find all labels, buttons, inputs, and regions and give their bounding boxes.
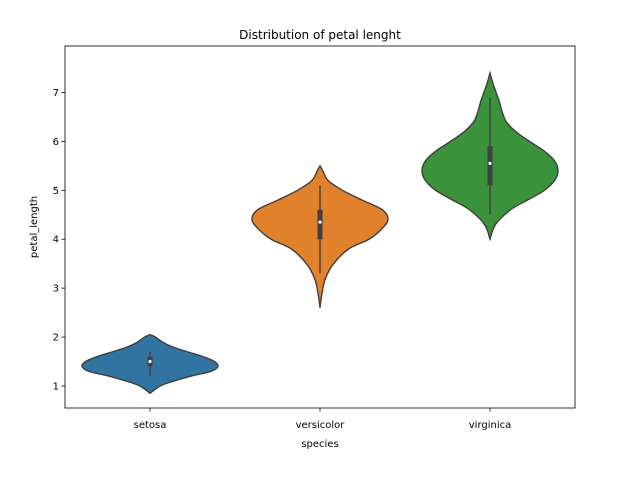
y-tick-label: 4 (53, 235, 59, 246)
y-tick-label: 6 (53, 137, 59, 148)
violin-versicolor (251, 164, 389, 308)
x-tick-label: setosa (134, 420, 167, 431)
y-tick-label: 2 (53, 333, 59, 344)
violin-virginica (421, 70, 559, 242)
y-tick-label: 7 (53, 88, 59, 99)
violin-median-dot (318, 220, 322, 224)
y-axis: 1 2 3 4 5 6 7 (53, 88, 65, 392)
y-tick-label: 5 (53, 186, 59, 197)
y-axis-label: petal_length (29, 196, 40, 258)
violin-setosa (81, 333, 219, 395)
x-tick-label: versicolor (296, 420, 346, 431)
plot-area (81, 70, 559, 395)
violin-median-dot (148, 359, 152, 364)
chart-title: Distribution of petal lenght (239, 28, 401, 42)
x-tick-label: virginica (469, 420, 512, 431)
x-axis-label: species (301, 439, 338, 450)
y-tick-label: 3 (53, 284, 59, 295)
x-axis: setosa versicolor virginica (134, 408, 512, 431)
violin-median-dot (488, 161, 492, 166)
y-tick-label: 1 (53, 381, 59, 392)
